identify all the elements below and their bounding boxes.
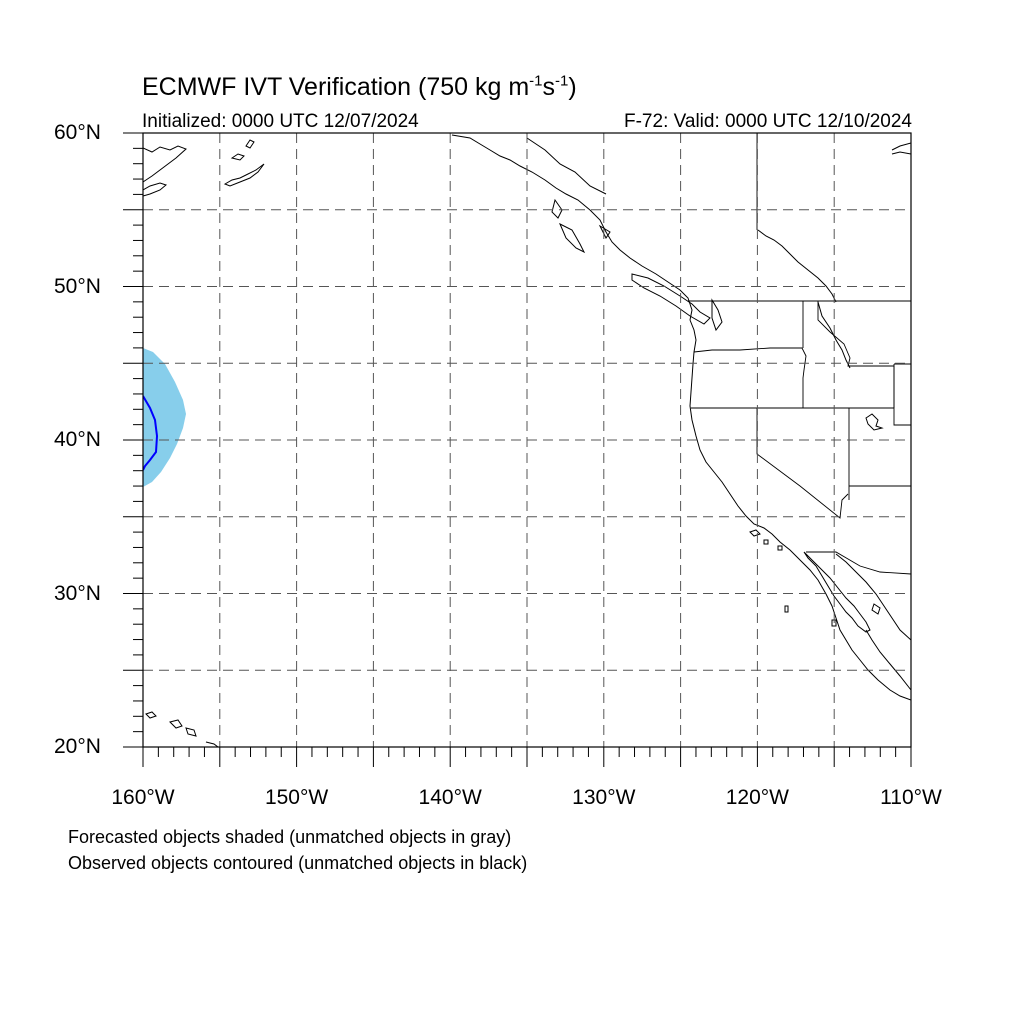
forecast-object bbox=[143, 348, 186, 487]
longitude-label: 120°W bbox=[725, 786, 790, 809]
longitude-label: 160°W bbox=[111, 786, 175, 809]
map-title: ECMWF IVT Verification (750 kg m-1s-1) bbox=[142, 72, 577, 101]
latitude-label: 50°N bbox=[54, 274, 101, 298]
observed-legend-note: Observed objects contoured (unmatched ob… bbox=[68, 853, 528, 873]
graticule bbox=[143, 133, 911, 747]
latitude-label: 40°N bbox=[54, 428, 101, 451]
forecast-legend-note: Forecasted objects shaded (unmatched obj… bbox=[68, 827, 512, 847]
latitude-label: 60°N bbox=[54, 121, 101, 144]
latitude-label: 20°N bbox=[54, 735, 101, 758]
coastlines bbox=[143, 134, 911, 747]
latitude-label: 30°N bbox=[54, 581, 101, 605]
observed-object-contour bbox=[143, 395, 159, 471]
political-boundaries bbox=[688, 133, 911, 575]
valid-time-label: F-72: Valid: 0000 UTC 12/10/2024 bbox=[624, 111, 912, 132]
longitude-label: 130°W bbox=[572, 786, 636, 809]
longitude-label: 140°W bbox=[418, 786, 482, 809]
axis-ticks bbox=[123, 132, 912, 767]
initialized-label: Initialized: 0000 UTC 12/07/2024 bbox=[142, 111, 419, 132]
longitude-label: 110°W bbox=[880, 786, 942, 809]
longitude-label: 150°W bbox=[264, 786, 329, 809]
